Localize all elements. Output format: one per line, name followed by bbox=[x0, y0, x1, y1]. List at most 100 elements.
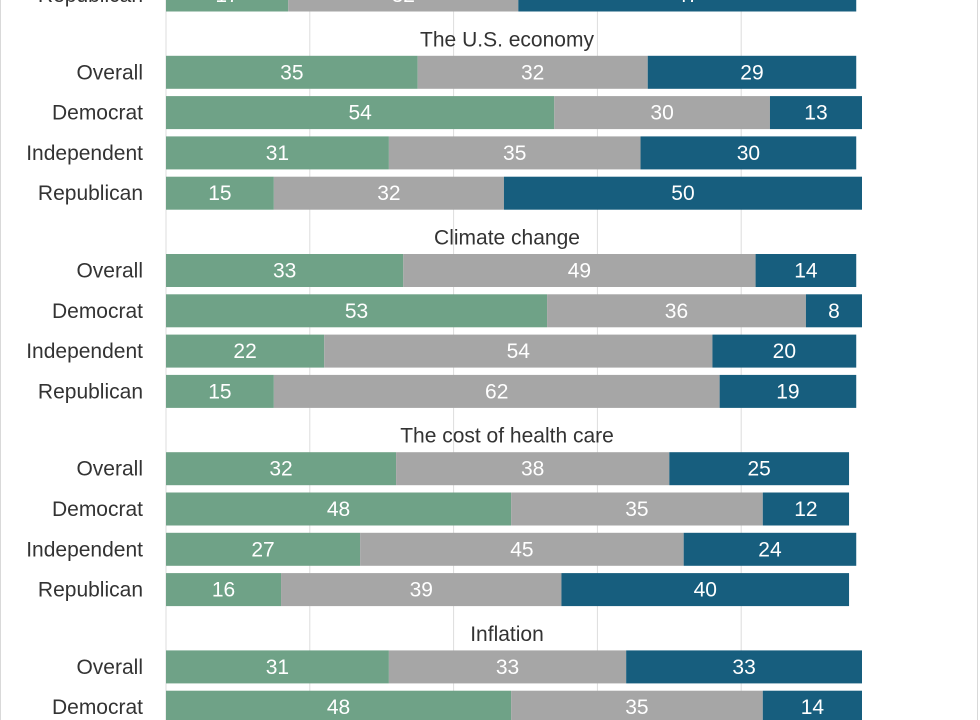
bar-segment bbox=[166, 374, 274, 408]
bar-value-label: 35 bbox=[503, 142, 526, 165]
bar-value-label: 53 bbox=[345, 300, 368, 323]
bar-value-label: 40 bbox=[694, 579, 717, 602]
bar-segment bbox=[805, 294, 862, 328]
bar-value-label: 50 bbox=[671, 182, 694, 205]
bar-segment bbox=[166, 690, 512, 720]
bar-segment bbox=[166, 96, 555, 130]
bar-value-label: 39 bbox=[410, 579, 433, 602]
bar-segment bbox=[647, 55, 857, 89]
group-title-3: The cost of health care bbox=[400, 425, 614, 448]
bar-segment bbox=[511, 492, 763, 526]
bar-segment bbox=[166, 573, 282, 607]
bar-value-label: 24 bbox=[758, 538, 782, 561]
row-label: Republican bbox=[38, 380, 143, 403]
bar-value-label: 54 bbox=[507, 340, 531, 363]
bar-value-label: 48 bbox=[327, 498, 350, 521]
bar-value-label: 62 bbox=[485, 380, 508, 403]
row-label: Overall bbox=[76, 458, 143, 481]
bar-value-label: 12 bbox=[794, 498, 817, 521]
row-label: Overall bbox=[76, 61, 143, 84]
bar-segment bbox=[166, 254, 404, 287]
bar-value-label: 22 bbox=[233, 340, 256, 363]
bar-segment bbox=[712, 334, 857, 368]
bar-value-label: 33 bbox=[273, 260, 296, 283]
bar-value-label: 32 bbox=[392, 0, 415, 7]
bar-value-label: 29 bbox=[740, 61, 763, 84]
bar-value-label: 27 bbox=[251, 538, 274, 561]
bar-segment bbox=[166, 136, 389, 170]
row-label: Independent bbox=[26, 340, 143, 363]
bar-value-label: 30 bbox=[650, 102, 673, 125]
bar-segment bbox=[388, 136, 641, 170]
bar-value-label: 17 bbox=[215, 0, 238, 7]
bar-value-label: 32 bbox=[269, 458, 292, 481]
bar-value-label: 33 bbox=[732, 656, 755, 679]
bar-value-label: 47 bbox=[676, 0, 699, 7]
bar-value-label: 48 bbox=[327, 696, 350, 719]
row-label: Democrat bbox=[52, 300, 143, 323]
bar-segment bbox=[166, 0, 289, 12]
group-title-1: The U.S. economy bbox=[420, 28, 594, 51]
bar-segment bbox=[554, 96, 770, 130]
bar-segment bbox=[403, 254, 756, 287]
bar-segment bbox=[719, 374, 857, 408]
bar-segment bbox=[769, 96, 862, 130]
row-label: Democrat bbox=[52, 102, 143, 125]
bar-value-label: 15 bbox=[208, 182, 231, 205]
row-label: Republican bbox=[38, 579, 143, 602]
plot-area: Republican 17 32 47 The U.S. economy Overall 3… bbox=[26, 0, 862, 720]
bar-value-label: 54 bbox=[348, 102, 372, 125]
bar-segment bbox=[166, 176, 274, 210]
bar-value-label: 19 bbox=[776, 380, 799, 403]
bar-segment bbox=[288, 0, 519, 12]
bar-segment bbox=[755, 254, 857, 287]
bar-segment bbox=[166, 294, 548, 328]
bar-value-label: 14 bbox=[801, 696, 825, 719]
bar-value-label: 35 bbox=[280, 61, 303, 84]
bar-segment bbox=[762, 492, 850, 526]
row-label: Democrat bbox=[52, 498, 143, 521]
bar-value-label: 14 bbox=[794, 260, 818, 283]
bar-value-label: 30 bbox=[737, 142, 760, 165]
bar-segment bbox=[547, 294, 806, 328]
bar-segment bbox=[762, 690, 862, 720]
row-label: Republican bbox=[38, 0, 143, 7]
bar-value-label: 33 bbox=[496, 656, 519, 679]
bar-segment bbox=[281, 573, 562, 607]
bar-segment bbox=[561, 573, 850, 607]
bar-value-label: 31 bbox=[266, 142, 289, 165]
bar-segment bbox=[388, 650, 627, 684]
bar-value-label: 49 bbox=[568, 260, 591, 283]
bar-segment bbox=[166, 334, 325, 368]
bar-segment bbox=[324, 334, 713, 368]
bar-value-label: 25 bbox=[747, 458, 770, 481]
bar-segment bbox=[166, 452, 397, 486]
row-label: Independent bbox=[26, 142, 143, 165]
group-title-2: Climate change bbox=[434, 227, 580, 250]
bar-value-label: 32 bbox=[377, 182, 400, 205]
bar-value-label: 35 bbox=[625, 498, 648, 521]
row-label: Democrat bbox=[52, 696, 143, 719]
row-label: Overall bbox=[76, 260, 143, 283]
bar-segment bbox=[166, 492, 512, 526]
bar-segment bbox=[273, 374, 720, 408]
bar-segment bbox=[511, 690, 763, 720]
bar-segment bbox=[683, 532, 857, 566]
bar-segment bbox=[166, 55, 418, 89]
row-label: Overall bbox=[76, 656, 143, 679]
bar-segment bbox=[273, 176, 504, 210]
row-label: Independent bbox=[26, 538, 143, 561]
bar-segment bbox=[669, 452, 850, 486]
bar-value-label: 38 bbox=[521, 458, 544, 481]
bar-value-label: 16 bbox=[212, 579, 235, 602]
bar-segment bbox=[166, 650, 389, 684]
bar-value-label: 32 bbox=[521, 61, 544, 84]
bar-segment bbox=[166, 532, 361, 566]
bar-value-label: 36 bbox=[665, 300, 688, 323]
bar-value-label: 45 bbox=[510, 538, 533, 561]
row-label: Republican bbox=[38, 182, 143, 205]
bar-value-label: 15 bbox=[208, 380, 231, 403]
bar-value-label: 13 bbox=[804, 102, 827, 125]
